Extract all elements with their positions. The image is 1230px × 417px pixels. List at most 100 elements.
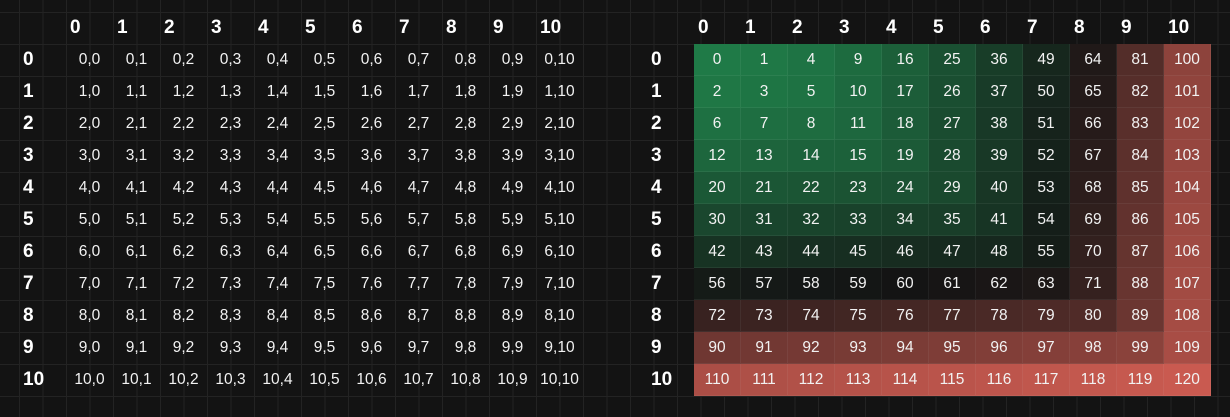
heatmap-cell: 48 <box>976 236 1023 268</box>
coordinate-cell: 4,9 <box>501 179 524 196</box>
column-header: 8 <box>446 17 457 38</box>
heatmap-cell: 109 <box>1164 332 1211 364</box>
coordinate-cell: 8,10 <box>544 307 575 324</box>
coordinate-cell: 3,8 <box>454 147 477 164</box>
column-header: 9 <box>1121 17 1132 38</box>
heatmap-cell: 57 <box>741 268 788 300</box>
heatmap-cell: 104 <box>1164 172 1211 204</box>
heatmap-cell: 41 <box>976 204 1023 236</box>
column-header: 0 <box>698 17 709 38</box>
column-header: 1 <box>117 17 128 38</box>
heatmap-cell: 17 <box>882 76 929 108</box>
coordinate-cell: 0,1 <box>125 51 148 68</box>
heatmap-cell: 100 <box>1164 44 1211 76</box>
heatmap-cell: 46 <box>882 236 929 268</box>
coordinate-cell: 6,0 <box>78 243 101 260</box>
coordinate-cell: 6,9 <box>501 243 524 260</box>
coordinate-cell: 2,5 <box>313 115 336 132</box>
row-header: 10 <box>23 369 45 390</box>
coordinate-cell: 9,3 <box>219 339 242 356</box>
column-header: 1 <box>745 17 756 38</box>
row-header: 7 <box>651 273 662 294</box>
heatmap-cell: 63 <box>1023 268 1070 300</box>
coordinate-cell: 3,7 <box>407 147 430 164</box>
heatmap-cell: 25 <box>929 44 976 76</box>
coordinate-cell: 5,7 <box>407 211 430 228</box>
heatmap-cell: 10 <box>835 76 882 108</box>
row-header: 8 <box>23 305 34 326</box>
heatmap-cell: 15 <box>835 140 882 172</box>
coordinate-cell: 9,10 <box>544 339 575 356</box>
coordinate-cell: 8,7 <box>407 307 430 324</box>
heatmap-cell: 47 <box>929 236 976 268</box>
coordinate-cell: 3,2 <box>172 147 195 164</box>
row-header: 0 <box>23 49 34 70</box>
coordinate-cell: 4,3 <box>219 179 242 196</box>
coordinate-cell: 5,5 <box>313 211 336 228</box>
heatmap-cell: 77 <box>929 300 976 332</box>
coordinate-cell: 9,6 <box>360 339 383 356</box>
column-header: 6 <box>980 17 991 38</box>
coordinate-cell: 3,10 <box>544 147 575 164</box>
heatmap-cell: 31 <box>741 204 788 236</box>
coordinate-cell: 4,0 <box>78 179 101 196</box>
column-header: 3 <box>839 17 850 38</box>
coordinate-cell: 2,8 <box>454 115 477 132</box>
column-header: 6 <box>352 17 363 38</box>
coordinate-cell: 5,0 <box>78 211 101 228</box>
heatmap-cell: 118 <box>1070 364 1117 396</box>
coordinate-cell: 9,0 <box>78 339 101 356</box>
heatmap-cell: 61 <box>929 268 976 300</box>
coordinate-cell: 6,4 <box>266 243 289 260</box>
heatmap-cell: 120 <box>1164 364 1211 396</box>
heatmap-cell: 117 <box>1023 364 1070 396</box>
coordinate-cell: 10,9 <box>497 371 528 388</box>
coordinate-cell: 10,0 <box>74 371 105 388</box>
coordinate-cell: 4,1 <box>125 179 148 196</box>
column-header: 4 <box>258 17 269 38</box>
coordinate-cell: 1,8 <box>454 83 477 100</box>
heatmap-cell: 5 <box>788 76 835 108</box>
column-header: 2 <box>792 17 803 38</box>
heatmap-cell: 89 <box>1117 300 1164 332</box>
heatmap-cell: 68 <box>1070 172 1117 204</box>
row-header: 2 <box>651 113 662 134</box>
heatmap-cell: 3 <box>741 76 788 108</box>
coordinate-cell: 1,2 <box>172 83 195 100</box>
coordinate-cell: 7,3 <box>219 275 242 292</box>
coordinate-cell: 6,5 <box>313 243 336 260</box>
heatmap-cell: 6 <box>694 108 741 140</box>
coordinate-cell: 7,8 <box>454 275 477 292</box>
coordinate-cell: 7,1 <box>125 275 148 292</box>
row-header: 5 <box>23 209 34 230</box>
coordinate-cell: 10,6 <box>356 371 387 388</box>
heatmap-cell: 119 <box>1117 364 1164 396</box>
coordinate-cell: 1,0 <box>78 83 101 100</box>
heatmap-cell: 105 <box>1164 204 1211 236</box>
coordinate-cell: 10,8 <box>450 371 481 388</box>
heatmap-cell: 29 <box>929 172 976 204</box>
coordinate-cell: 7,7 <box>407 275 430 292</box>
heatmap-cell: 51 <box>1023 108 1070 140</box>
coordinate-cell: 4,6 <box>360 179 383 196</box>
coordinate-cell: 9,2 <box>172 339 195 356</box>
coordinate-cell: 5,3 <box>219 211 242 228</box>
heatmap-cell: 20 <box>694 172 741 204</box>
coordinate-cell: 10,4 <box>262 371 293 388</box>
heatmap-cell: 78 <box>976 300 1023 332</box>
coordinate-cell: 0,3 <box>219 51 242 68</box>
coordinate-cell: 0,10 <box>544 51 575 68</box>
row-header: 3 <box>651 145 662 166</box>
coordinate-cell: 7,10 <box>544 275 575 292</box>
heatmap-cell: 111 <box>741 364 788 396</box>
heatmap-cell: 110 <box>694 364 741 396</box>
heatmap-cell: 65 <box>1070 76 1117 108</box>
coordinate-cell: 10,3 <box>215 371 246 388</box>
row-header: 9 <box>651 337 662 358</box>
heatmap-cell: 87 <box>1117 236 1164 268</box>
coordinate-cell: 9,8 <box>454 339 477 356</box>
coordinate-cell: 5,8 <box>454 211 477 228</box>
heatmap-cell: 75 <box>835 300 882 332</box>
coordinate-cell: 3,0 <box>78 147 101 164</box>
heatmap-cell: 28 <box>929 140 976 172</box>
